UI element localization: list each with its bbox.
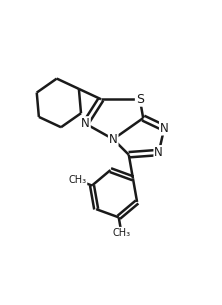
- Text: S: S: [136, 93, 144, 106]
- Text: N: N: [160, 122, 169, 135]
- Text: N: N: [81, 117, 90, 130]
- Text: CH₃: CH₃: [112, 228, 131, 238]
- Text: N: N: [109, 133, 118, 146]
- Text: N: N: [154, 146, 163, 159]
- Text: CH₃: CH₃: [68, 175, 87, 185]
